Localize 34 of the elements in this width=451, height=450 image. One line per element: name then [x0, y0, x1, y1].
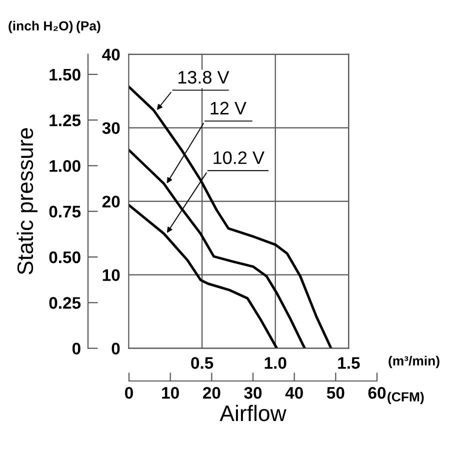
- legend-label: 12 V: [210, 102, 246, 114]
- line-series: [128, 85, 332, 348]
- y-tick-label: 0.50: [49, 251, 80, 264]
- y-tick-label: 0.25: [49, 297, 81, 309]
- y2-tick-label: 0: [112, 342, 120, 355]
- y-tick-label: 0: [72, 342, 80, 355]
- x2-axis-title: (CFM): [388, 392, 424, 404]
- line-series: [128, 148, 306, 348]
- y-axis-title: Static pressure: [16, 128, 38, 274]
- y2-axis-title: (Pa): [76, 20, 100, 34]
- x-tick-label: 1.5: [338, 357, 360, 369]
- x2-tick-label: 20: [202, 386, 220, 399]
- y2-tick-label: 40: [102, 48, 120, 61]
- x2-tick-label: 0: [125, 386, 133, 399]
- x-tick-label: 1.0: [264, 357, 286, 369]
- y2-tick-label: 20: [102, 196, 120, 208]
- line-series: [128, 204, 278, 348]
- text: (inch H₂O): [8, 20, 73, 34]
- text: 13.8 V: [178, 70, 230, 84]
- y-tick-label: 1.00: [50, 160, 80, 172]
- y2-tick-label: 30: [102, 122, 120, 134]
- x2-tick-label: 50: [326, 386, 344, 399]
- x2-tick-label: 60: [368, 386, 386, 399]
- x2-tick-label: 40: [285, 386, 303, 399]
- text: 10.2 V: [214, 151, 264, 164]
- x-tick-label: 0.5: [191, 357, 214, 369]
- text: (m³/min): [388, 356, 440, 368]
- y2-tick-label: 10: [102, 269, 120, 282]
- x-axis-title: Airflow: [220, 404, 286, 422]
- y-tick-label: 0.75: [49, 206, 81, 218]
- x2-tick-label: 30: [244, 386, 262, 399]
- y-tick-label: 1.25: [50, 114, 81, 126]
- x2-tick-label: 10: [162, 386, 179, 399]
- y-tick-label: 1.50: [50, 68, 80, 81]
